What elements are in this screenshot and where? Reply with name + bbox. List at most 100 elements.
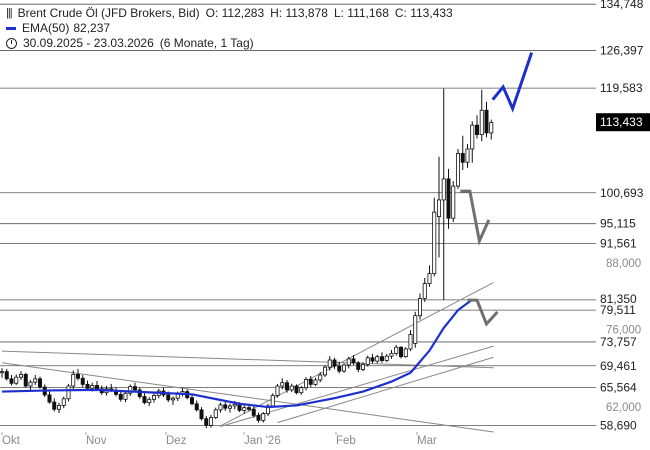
- level-label: 81,350: [600, 292, 637, 306]
- candle-body: [446, 178, 451, 219]
- candle: [147, 397, 152, 406]
- candle: [57, 402, 62, 414]
- candle-body: [417, 298, 422, 317]
- candle-body: [95, 385, 100, 390]
- candle-body: [261, 413, 266, 421]
- candle: [360, 362, 365, 372]
- candle-body: [365, 357, 370, 365]
- candle-body: [18, 373, 23, 378]
- legend-instrument: Brent Crude Öl (JFD Brokers, Bid): [17, 6, 200, 20]
- candle-body: [242, 407, 247, 411]
- projection-arrows: [460, 52, 534, 327]
- candle: [251, 405, 256, 418]
- candle: [427, 265, 432, 287]
- candle-body: [356, 362, 361, 370]
- candle-body: [318, 374, 323, 381]
- candle-body: [470, 124, 475, 150]
- candle-body: [346, 358, 351, 366]
- legend-range-row: 30.09.2025 - 23.03.2026 (6 Monate, 1 Tag…: [6, 36, 459, 51]
- candle-body: [294, 385, 299, 394]
- candle: [346, 356, 351, 369]
- candle: [194, 400, 199, 412]
- candle-body: [270, 395, 275, 407]
- candle-body: [332, 359, 337, 367]
- trendlines: [1, 282, 494, 433]
- level-label: 134,748: [600, 0, 644, 11]
- candle: [0, 368, 4, 378]
- time-axis: Okt Nov Dez Jan '26 Feb Mar: [1, 432, 437, 447]
- candle-body: [451, 185, 456, 219]
- candle: [403, 347, 408, 358]
- candle: [28, 379, 33, 392]
- candle: [389, 350, 394, 359]
- trendline: [1, 350, 494, 369]
- candle-body: [413, 315, 418, 344]
- candle: [261, 412, 266, 423]
- candle: [455, 148, 460, 189]
- candle-body: [289, 385, 294, 391]
- candle: [180, 388, 185, 397]
- candle: [284, 379, 289, 393]
- candle: [208, 414, 213, 428]
- candle: [408, 330, 413, 352]
- level-label: 95,115: [600, 217, 636, 231]
- candle: [479, 89, 484, 142]
- candle-body: [427, 273, 432, 284]
- candle: [71, 370, 76, 390]
- clock-icon: [6, 38, 17, 49]
- price-axis-labels: 134,748 126,397 119,583 100,693 95,115 91,561…: [596, 0, 650, 432]
- candle: [95, 381, 100, 390]
- candle: [14, 374, 19, 385]
- candle: [66, 383, 71, 402]
- candle: [270, 393, 275, 408]
- candle-body: [199, 409, 204, 420]
- candle-body: [90, 385, 95, 389]
- legend-range: 30.09.2025 - 23.03.2026: [23, 36, 154, 50]
- candle-body: [132, 386, 137, 391]
- candle: [170, 396, 175, 405]
- candle: [118, 391, 123, 402]
- trendline: [1, 362, 494, 433]
- candle: [213, 407, 218, 420]
- candle: [52, 398, 57, 412]
- candle: [470, 121, 475, 163]
- candle-body: [123, 392, 128, 400]
- candle: [47, 391, 52, 404]
- level-label: 119,583: [600, 81, 643, 95]
- candle-body: [213, 409, 218, 419]
- candle: [294, 384, 299, 395]
- candle-body: [194, 403, 199, 411]
- candle: [23, 372, 28, 388]
- candle-body: [455, 153, 460, 187]
- candle-body: [460, 153, 465, 163]
- candle: [356, 361, 361, 373]
- candle-body: [479, 109, 484, 135]
- bear-projection-arrow: [460, 189, 491, 246]
- chart-legend: ||| Brent Crude Öl (JFD Brokers, Bid) O:…: [6, 6, 459, 51]
- candle-body: [23, 373, 28, 387]
- candle: [413, 311, 418, 348]
- candle-body: [28, 381, 33, 387]
- legend-ohlc-row: ||| Brent Crude Öl (JFD Brokers, Bid) O:…: [6, 6, 459, 21]
- ema-line-layer: [1, 298, 473, 409]
- candle: [398, 346, 403, 359]
- level-label: 100,693: [600, 186, 644, 200]
- candle: [123, 391, 128, 403]
- candle-body: [313, 379, 318, 385]
- candle: [365, 355, 370, 367]
- trendline: [220, 282, 494, 427]
- candle-body: [351, 358, 356, 364]
- candle-body: [189, 397, 194, 405]
- candle: [275, 383, 280, 398]
- candle: [422, 278, 427, 302]
- candle-body: [360, 364, 365, 370]
- candle-body: [308, 378, 313, 385]
- candle: [313, 377, 318, 387]
- candle: [289, 383, 294, 393]
- candle: [4, 368, 9, 381]
- candle: [465, 144, 470, 168]
- candle: [76, 368, 81, 381]
- candle: [379, 352, 384, 363]
- candle-body: [118, 393, 123, 400]
